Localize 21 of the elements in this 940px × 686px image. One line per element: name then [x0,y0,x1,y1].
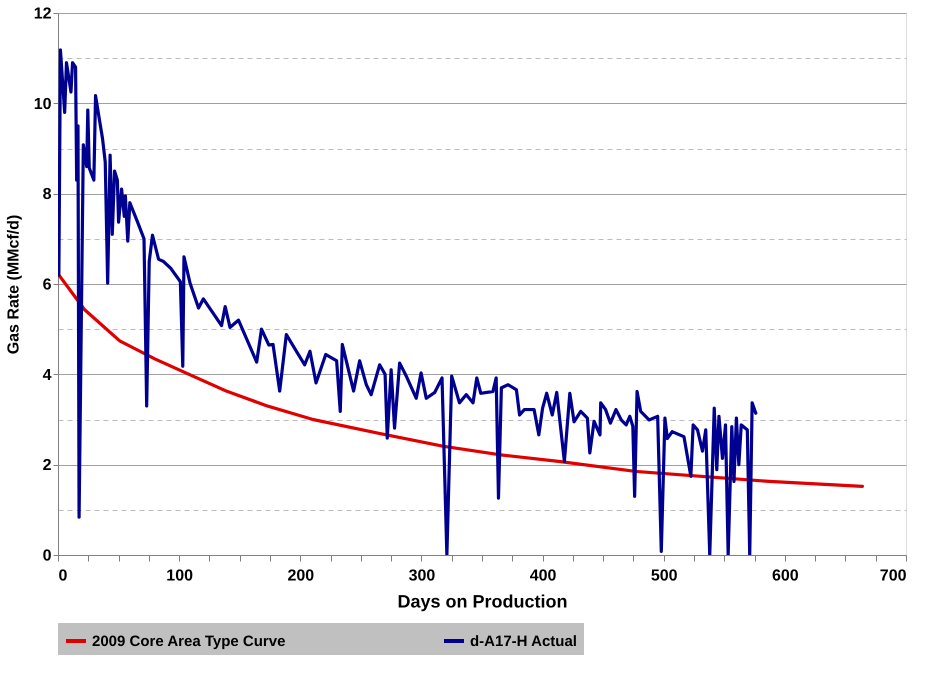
x-tick-label: 600 [772,568,799,584]
x-axis-title: Days on Production [397,592,568,612]
y-axis-title: Gas Rate (MMcf/d) [6,214,23,354]
x-tick-label: 300 [408,568,436,584]
x-tick-label: 500 [650,568,678,584]
x-tick-label: 200 [287,568,314,584]
y-tick-label: 0 [42,548,52,564]
y-tick-label: 8 [42,186,52,204]
y-tick-label: 10 [34,96,52,113]
x-tick-label: 400 [530,568,557,584]
y-tick-label: 4 [42,366,52,384]
line-series [58,48,758,555]
legend-label: 2009 Core Area Type Curve [92,633,286,650]
x-tick-label: 0 [58,568,68,584]
x-tick-label: 700 [880,568,907,584]
y-tick-label: 6 [42,276,52,294]
y-tick-label: 12 [34,6,52,22]
x-tick-label: 100 [166,568,194,584]
legend-label: d-A17-H Actual [470,633,577,650]
line-series [58,273,864,488]
y-tick-label: 2 [42,457,52,474]
